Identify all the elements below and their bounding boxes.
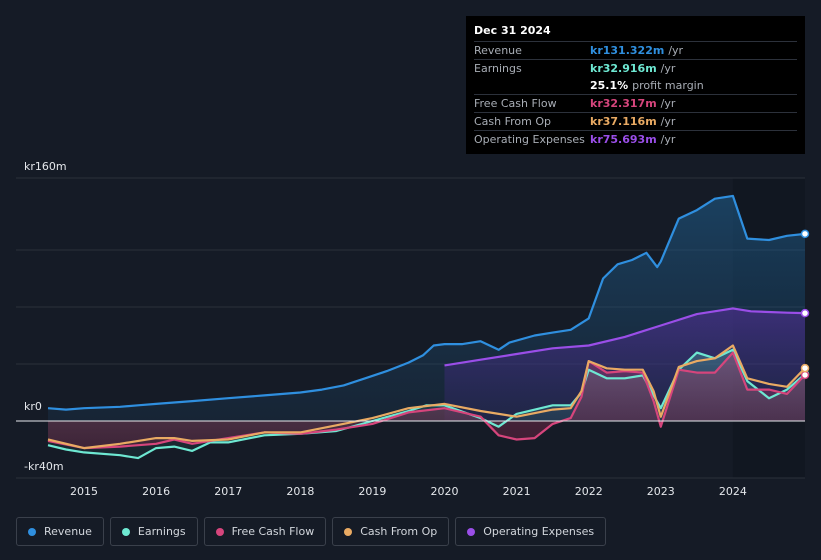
tooltip-value: kr131.322m [590,44,665,57]
legend-label: Free Cash Flow [231,525,315,538]
tooltip-row: Operating Expenses kr75.693m/yr [474,130,797,148]
x-axis-label: 2016 [142,485,170,498]
cfo-line [47,344,806,450]
cfo-endpoint [800,363,810,373]
tooltip-value: kr32.916m [590,62,657,75]
tooltip-row: Cash From Op kr37.116m/yr [474,112,797,130]
legend-dot-icon [467,527,476,536]
legend-dot-icon [121,527,130,536]
x-axis-label: 2023 [647,485,675,498]
legend-dot-icon [28,527,36,536]
x-axis-label: 2017 [214,485,242,498]
y-axis-label: kr0 [24,400,42,413]
y-axis-label: -kr40m [24,460,64,473]
fcf-area [48,352,805,449]
tooltip-date: Dec 31 2024 [474,24,551,37]
tooltip-unit: /yr [660,133,676,146]
tooltip-value: kr37.116m [590,115,657,128]
legend-label: Earnings [137,525,186,538]
tooltip-value: kr32.317m [590,97,657,110]
x-axis-label: 2015 [70,485,98,498]
legend-label: Revenue [44,525,92,538]
opex-line [444,307,806,367]
tooltip-label: Earnings [474,62,522,75]
revenue-line [47,194,806,411]
x-axis-label: 2020 [431,485,459,498]
tooltip-row: 25.1% profit margin [474,77,797,94]
legend-label: Cash From Op [360,525,438,538]
series-layer [47,194,810,460]
axis-layer: kr160m kr0 -kr40m 2015 2016 2017 2018 2019 2020 2… [16,160,805,498]
tooltip: Dec 31 2024 Revenue kr131.322m/yr Earnings… [466,16,805,154]
tooltip-rows: Revenue kr131.322m/yr Earnings kr32.916m/yr… [474,41,797,148]
tooltip-label [474,77,590,94]
x-axis-label: 2019 [358,485,386,498]
tooltip-label: Cash From Op [474,115,552,128]
tooltip-unit: /yr [668,44,684,57]
x-axis-label: 2024 [719,485,747,498]
tooltip-unit: /yr [660,62,676,75]
x-axis-label: 2021 [503,485,531,498]
tooltip-label: Operating Expenses [474,133,585,146]
tooltip-row: Revenue kr131.322m/yr [474,41,797,59]
tooltip-unit: /yr [660,115,676,128]
legend-dot-icon [215,527,224,536]
legend-item-operating-expenses[interactable]: Operating Expenses [455,517,607,546]
legend-item-free-cash-flow[interactable]: Free Cash Flow [203,517,327,546]
tooltip-row: Earnings kr32.916m/yr [474,59,797,77]
revenue-endpoint [800,229,810,239]
opex-endpoint [800,308,810,318]
legend-item-cash-from-op[interactable]: Cash From Op [332,517,450,546]
fcf-endpoint [800,370,810,380]
legend-item-earnings[interactable]: Earnings [109,517,198,546]
legend: Revenue Earnings Free Cash Flow Cash From O… [16,517,612,546]
y-axis-label: kr160m [24,160,67,173]
x-axis-label: 2018 [286,485,314,498]
legend-label: Operating Expenses [483,525,595,538]
tooltip-label: Revenue [474,44,522,57]
tooltip-row: Free Cash Flow kr32.317m/yr [474,94,797,112]
legend-item-revenue[interactable]: Revenue [16,517,104,546]
tooltip-value: 25.1% [590,79,629,92]
tooltip-unit: /yr [660,97,676,110]
x-axis-label: 2022 [575,485,603,498]
legend-dot-icon [344,527,353,536]
tooltip-label: Free Cash Flow [474,97,557,110]
tooltip-unit: profit margin [632,79,704,92]
tooltip-value: kr75.693m [590,133,657,146]
earnings-line [47,348,806,460]
